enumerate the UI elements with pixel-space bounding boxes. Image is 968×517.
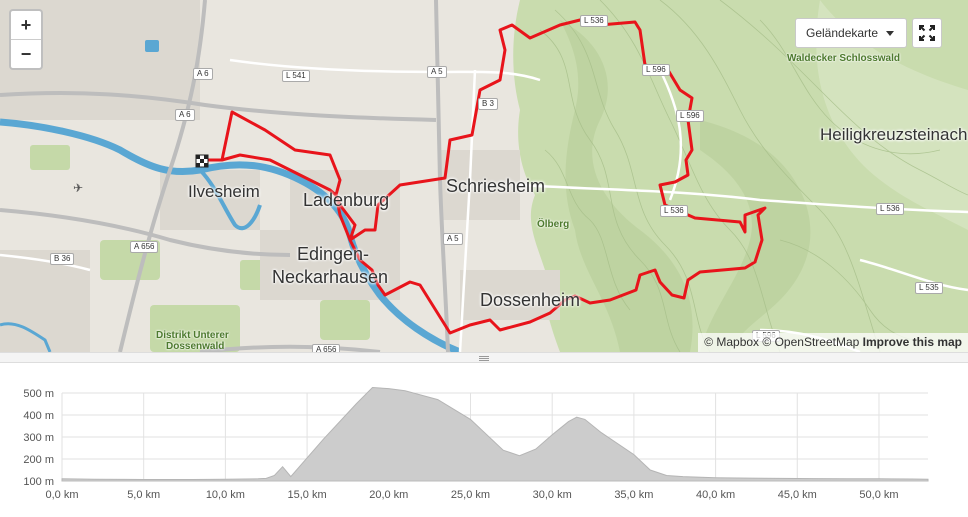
road-shield-l535: L 535 [915, 282, 943, 294]
town-label-neckarhausen: Neckarhausen [272, 267, 389, 287]
map-layer-select-label: Geländekarte [806, 26, 879, 40]
town-label-ilvesheim: Ilvesheim [188, 182, 260, 201]
improve-map-link[interactable]: Improve this map [862, 335, 962, 349]
road-shield-a5: A 5 [443, 233, 463, 245]
place-label-olberg: Ölberg [537, 219, 570, 230]
elevation-profile[interactable]: 500 m 400 m 300 m 200 m 100 m 0,0 km 5,0 km 10,… [0, 363, 968, 512]
zoom-out-button[interactable]: − [11, 39, 41, 68]
grip-line [479, 360, 489, 361]
elevation-area [61, 386, 929, 482]
y-tick-label: 200 m [23, 454, 54, 466]
elevation-chart: 500 m 400 m 300 m 200 m 100 m0,0 km 5,0 km 10,… [23, 386, 929, 501]
town-label-heiligkreuzsteinach: Heiligkreuzsteinach [820, 125, 968, 144]
y-tick-label: 100 m [23, 476, 54, 488]
road-shield-l536: L 536 [580, 15, 608, 27]
town-label-edingen: Edingen- [297, 244, 370, 264]
road-shield-l596: L 596 [676, 110, 704, 122]
town-label-ladenburg: Ladenburg [303, 190, 390, 210]
place-label-distrikt-2: Dossenwald [166, 341, 225, 352]
airport-icon: ✈ [73, 181, 83, 195]
place-label-waldecker: Waldecker Schlosswald [787, 53, 901, 64]
x-tick-label: 45,0 km [778, 489, 817, 501]
contour-lines [539, 0, 968, 352]
zoom-control: + − [9, 9, 43, 70]
road-shield-a6: A 6 [193, 68, 213, 80]
panel-resize-handle[interactable] [0, 352, 968, 363]
attribution-osm-link[interactable]: © OpenStreetMap [762, 335, 860, 349]
road-shield-a6: A 6 [175, 109, 195, 121]
attribution-mapbox-link[interactable]: © Mapbox [704, 335, 760, 349]
map-attribution: © Mapbox © OpenStreetMap Improve this ma… [698, 333, 968, 352]
road-shield-l541: L 541 [282, 70, 310, 82]
road-shield-a5: A 5 [427, 66, 447, 78]
y-tick-label: 500 m [23, 388, 54, 400]
river-branch [198, 168, 262, 231]
grip-line [479, 356, 489, 357]
road-shield-a656: A 656 [130, 241, 159, 253]
terrain-shading [560, 20, 693, 352]
map-canvas: ✈ [0, 0, 968, 352]
place-label-distrikt-1: Distrikt Unterer [156, 330, 229, 341]
map-view[interactable]: ✈ Ilvesheim Ladenburg Schriesheim Edinge… [0, 0, 968, 352]
x-tick-label: 50,0 km [859, 489, 898, 501]
town-label-dossenheim: Dossenheim [480, 290, 581, 310]
road-shield-a656: A 656 [312, 344, 341, 352]
grip-line [479, 358, 489, 359]
town-label-schriesheim: Schriesheim [446, 176, 546, 196]
road-shield-l536: L 536 [660, 205, 688, 217]
road-shield-l596: L 596 [642, 64, 670, 76]
road-shield-l536: L 536 [876, 203, 904, 215]
y-tick-label: 400 m [23, 410, 54, 422]
road-shield-b3: B 3 [478, 98, 499, 110]
zoom-in-button[interactable]: + [20, 15, 32, 35]
x-tick-label: 30,0 km [533, 489, 572, 501]
canal [0, 322, 52, 352]
route-line [198, 18, 767, 335]
x-tick-label: 10,0 km [206, 489, 245, 501]
x-tick-label: 35,0 km [614, 489, 653, 501]
x-tick-label: 25,0 km [451, 489, 490, 501]
terrain-shading [816, 0, 968, 230]
x-tick-label: 20,0 km [369, 489, 408, 501]
caret-down-icon [886, 31, 894, 36]
fullscreen-button[interactable] [912, 18, 942, 48]
x-tick-label: 0,0 km [45, 489, 78, 501]
fullscreen-icon [919, 25, 935, 41]
terrain-shading [700, 120, 811, 352]
start-marker[interactable] [195, 154, 209, 168]
x-tick-label: 15,0 km [288, 489, 327, 501]
neckar-river [0, 118, 462, 352]
y-tick-label: 300 m [23, 432, 54, 444]
road-shield-b36: B 36 [50, 253, 75, 265]
x-tick-label: 40,0 km [696, 489, 735, 501]
x-tick-label: 5,0 km [127, 489, 160, 501]
lake [145, 40, 159, 52]
map-layer-select[interactable]: Geländekarte [795, 18, 907, 48]
